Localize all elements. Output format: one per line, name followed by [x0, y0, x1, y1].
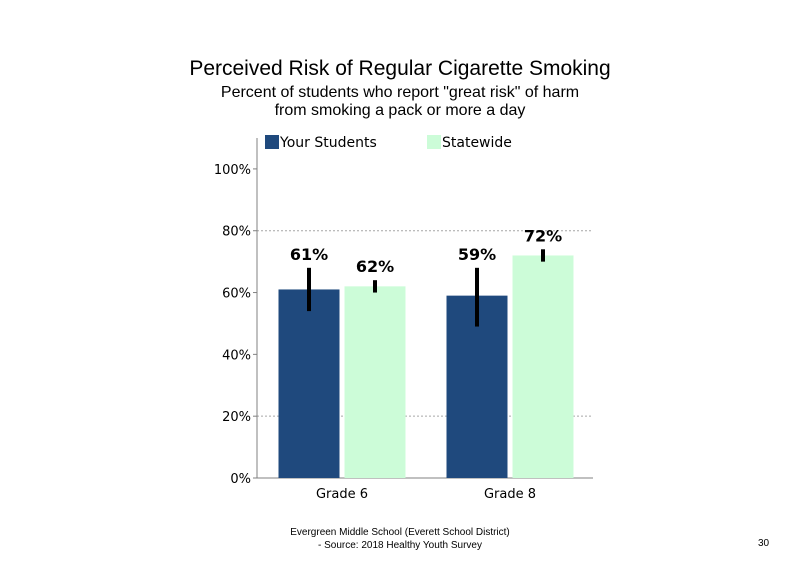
- legend-label: Statewide: [442, 135, 512, 151]
- bar: [278, 289, 340, 478]
- footer-school: Evergreen Middle School (Everett School …: [290, 527, 510, 538]
- x-tick-label: Grade 8: [484, 487, 536, 502]
- y-tick-label: 20%: [222, 410, 251, 425]
- legend-swatch: [427, 135, 441, 149]
- legend-swatch: [265, 135, 279, 149]
- footer-source: - Source: 2018 Healthy Youth Survey: [318, 540, 482, 551]
- y-tick-label: 0%: [230, 472, 251, 487]
- legend-label: Your Students: [279, 135, 377, 151]
- data-label: 62%: [356, 257, 394, 276]
- y-tick-label: 80%: [222, 225, 251, 240]
- y-tick-label: 40%: [222, 348, 251, 363]
- y-tick-label: 60%: [222, 287, 251, 302]
- chart-subtitle-line-2: from smoking a pack or more a day: [274, 102, 526, 119]
- page-number: 30: [758, 538, 770, 549]
- bar: [344, 286, 406, 478]
- bar: [512, 255, 574, 478]
- data-label: 72%: [524, 226, 562, 245]
- chart-title: Perceived Risk of Regular Cigarette Smok…: [189, 57, 611, 80]
- chart-subtitle-line-1: Percent of students who report "great ri…: [220, 84, 580, 101]
- data-label: 59%: [458, 245, 496, 264]
- y-tick-label: 100%: [214, 163, 251, 178]
- data-label: 61%: [290, 245, 328, 264]
- x-tick-label: Grade 6: [316, 487, 368, 502]
